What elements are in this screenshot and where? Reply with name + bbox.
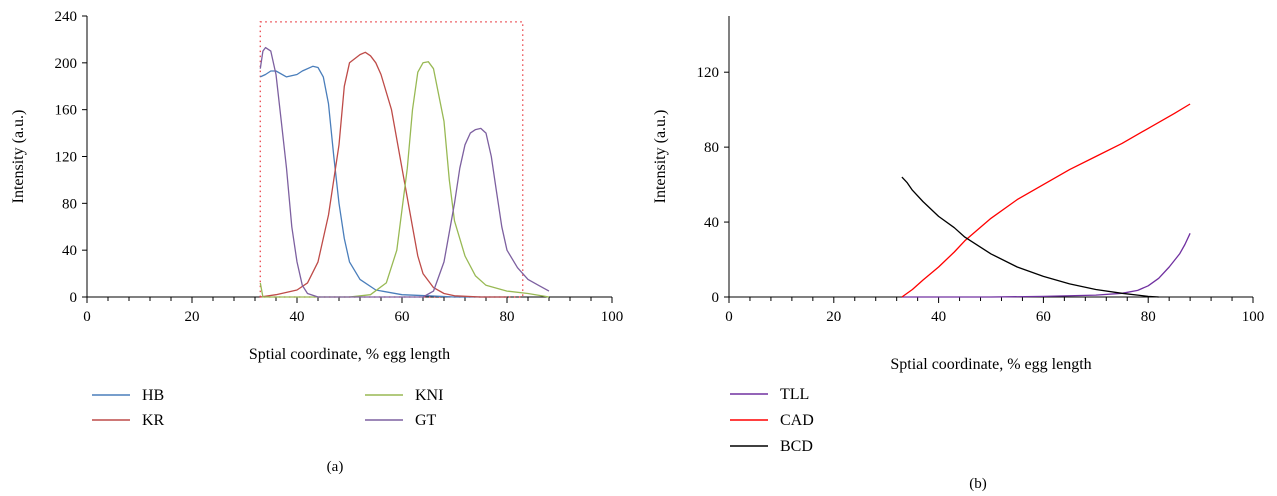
x-tick-label: 60 xyxy=(1036,309,1051,325)
panel-a-chart: 0 20 40 60 80 100 0 40 80 120 160 200 240 Sptial coo… xyxy=(10,9,623,475)
y-tick-label: 40 xyxy=(62,243,77,259)
legend-label-bcd: BCD xyxy=(780,438,813,455)
series-line-cad xyxy=(901,103,1191,298)
panel-a-label: (a) xyxy=(327,459,344,475)
panel-a-x-axis-title: Sptial coordinate, % egg length xyxy=(249,346,450,363)
panel-b-y-axis-title: Intensity (a.u.) xyxy=(652,110,669,204)
y-tick-label: 0 xyxy=(712,290,720,306)
legend-label-tll: TLL xyxy=(780,386,809,403)
y-tick-label: 120 xyxy=(697,65,720,81)
series-line-bcd xyxy=(901,176,1159,298)
x-tick-label: 0 xyxy=(83,309,91,325)
legend-label-kr: KR xyxy=(142,412,165,429)
x-tick-label: 40 xyxy=(290,309,305,325)
x-tick-label: 100 xyxy=(1242,309,1265,325)
legend-label-cad: CAD xyxy=(780,412,814,429)
panel-b-legend: TLL CAD BCD xyxy=(730,386,814,455)
series-line-hb xyxy=(260,65,507,298)
legend-label-hb: HB xyxy=(142,387,164,404)
y-tick-label: 200 xyxy=(55,56,78,72)
y-tick-label: 40 xyxy=(704,215,719,231)
panel-a-plot-area: 0 20 40 60 80 100 0 40 80 120 160 200 240 xyxy=(55,9,624,325)
x-tick-label: 0 xyxy=(725,309,733,325)
legend-label-kni: KNI xyxy=(415,387,443,404)
x-tick-label: 20 xyxy=(185,309,200,325)
y-tick-label: 160 xyxy=(55,103,78,119)
panel-a-legend: HB KR KNI GT xyxy=(92,387,443,429)
panel-b-label: (b) xyxy=(969,476,987,492)
x-tick-label: 100 xyxy=(601,309,624,325)
series-line-kni xyxy=(259,61,550,298)
panel-a-y-axis-title: Intensity (a.u.) xyxy=(10,110,27,204)
x-tick-label: 80 xyxy=(500,309,515,325)
y-tick-label: 240 xyxy=(55,9,78,25)
x-tick-label: 40 xyxy=(931,309,946,325)
panel-b-chart: 0 20 40 60 80 100 0 40 80 120 Sptial coordinate, … xyxy=(652,16,1264,492)
legend-label-gt: GT xyxy=(415,412,437,429)
x-tick-label: 80 xyxy=(1141,309,1156,325)
series-line-kr xyxy=(260,51,507,298)
series-line-tll xyxy=(901,233,1191,298)
y-tick-label: 0 xyxy=(70,290,78,306)
x-tick-label: 60 xyxy=(395,309,410,325)
y-tick-label: 120 xyxy=(55,150,78,166)
panel-b-plot-area: 0 20 40 60 80 100 0 40 80 120 xyxy=(697,16,1265,325)
series-line-gt xyxy=(259,46,550,298)
y-tick-label: 80 xyxy=(62,196,77,212)
x-tick-label: 20 xyxy=(826,309,841,325)
highlight-box xyxy=(259,21,524,298)
y-tick-label: 80 xyxy=(704,140,719,156)
panel-b-x-axis-title: Sptial coordinate, % egg length xyxy=(890,356,1091,373)
